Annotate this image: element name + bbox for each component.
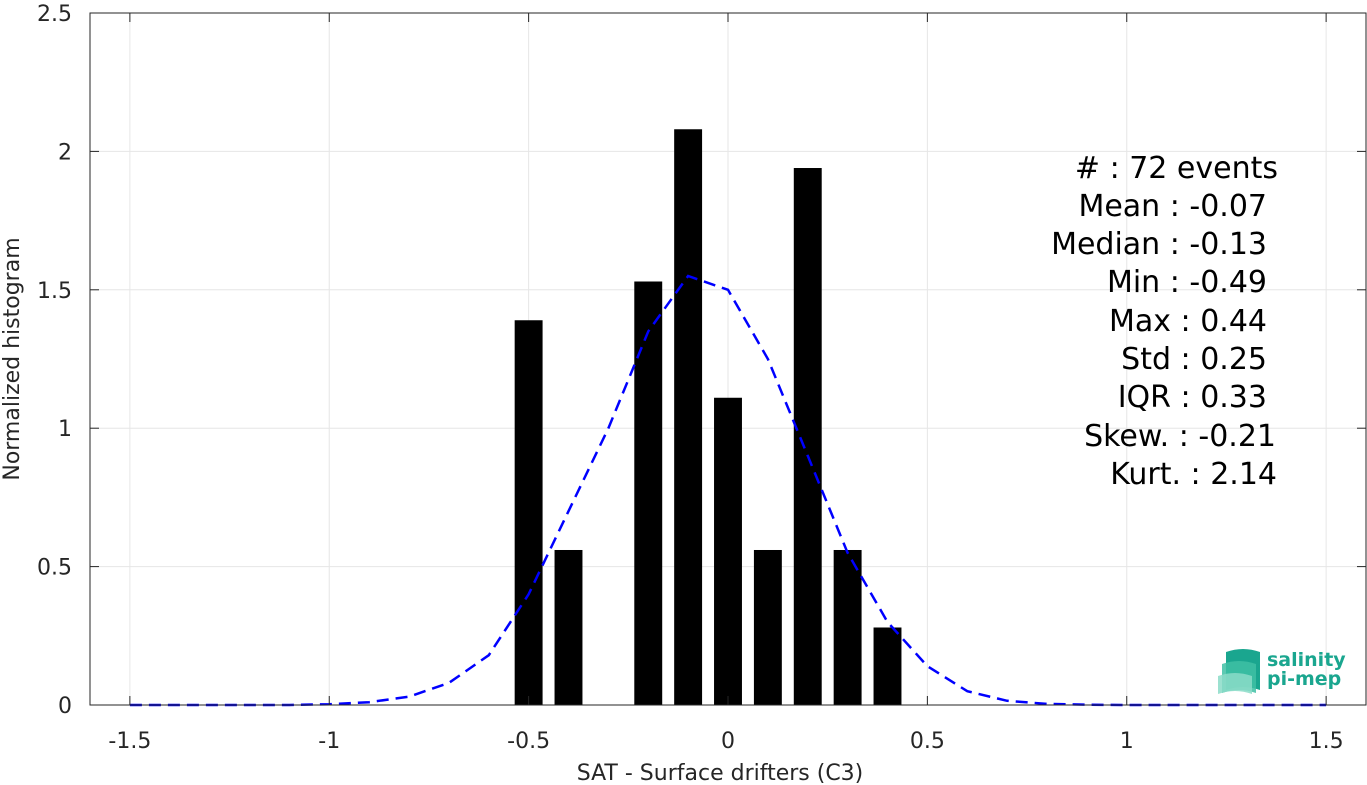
salinity-pimep-logo: salinity pi-mep <box>1218 649 1346 694</box>
y-tick-label: 2.5 <box>37 2 72 27</box>
histogram-bars <box>514 129 902 706</box>
y-tick-label: 1.5 <box>37 279 72 304</box>
y-tick-labels: 0 0.5 1 1.5 2 2.5 <box>37 2 72 719</box>
x-tick-label: -1.5 <box>108 729 151 754</box>
stat-mean: Mean : -0.07 <box>1078 189 1267 224</box>
stat-std: Std : 0.25 <box>1121 342 1267 377</box>
y-tick-label: 2 <box>58 140 72 165</box>
x-tick-label: 0.5 <box>910 729 945 754</box>
x-tick-label: -0.5 <box>507 729 550 754</box>
histogram-bar <box>833 549 862 705</box>
axis-ticks <box>90 12 1366 706</box>
stat-kurt: Kurt. : 2.14 <box>1110 457 1277 492</box>
y-tick-label: 0.5 <box>37 556 72 581</box>
logo-waves-icon <box>1218 649 1260 694</box>
x-tick-label: -1 <box>318 729 340 754</box>
x-tick-label: 1.5 <box>1309 729 1344 754</box>
histogram-bar <box>873 627 902 705</box>
x-axis-label: SAT - Surface drifters (C3) <box>577 761 864 785</box>
x-tick-labels: -1.5 -1 -0.5 0 0.5 1 1.5 <box>108 729 1343 754</box>
histogram-bar <box>674 129 703 706</box>
histogram-bar <box>514 320 543 705</box>
y-tick-label: 1 <box>58 417 72 442</box>
histogram-bar <box>554 549 583 705</box>
stat-min: Min : -0.49 <box>1107 265 1267 300</box>
stats-annotation: # : 72 events Mean : -0.07 Median : -0.1… <box>1051 151 1278 492</box>
histogram-bar <box>634 281 663 705</box>
stat-skew: Skew. : -0.21 <box>1084 419 1276 454</box>
stat-max: Max : 0.44 <box>1109 304 1267 339</box>
histogram-bar <box>714 397 742 705</box>
x-tick-label: 0 <box>721 729 735 754</box>
stat-iqr: IQR : 0.33 <box>1118 380 1267 415</box>
x-tick-label: 1 <box>1120 729 1134 754</box>
stat-median: Median : -0.13 <box>1051 227 1267 262</box>
logo-line-1: salinity <box>1267 649 1346 671</box>
logo-line-2: pi-mep <box>1267 668 1341 690</box>
y-tick-label: 0 <box>58 694 72 719</box>
histogram-bar <box>793 168 822 705</box>
stat-count: # : 72 events <box>1075 151 1278 186</box>
histogram-bar <box>753 549 782 705</box>
y-axis-label: Normalized histogram <box>0 237 25 480</box>
